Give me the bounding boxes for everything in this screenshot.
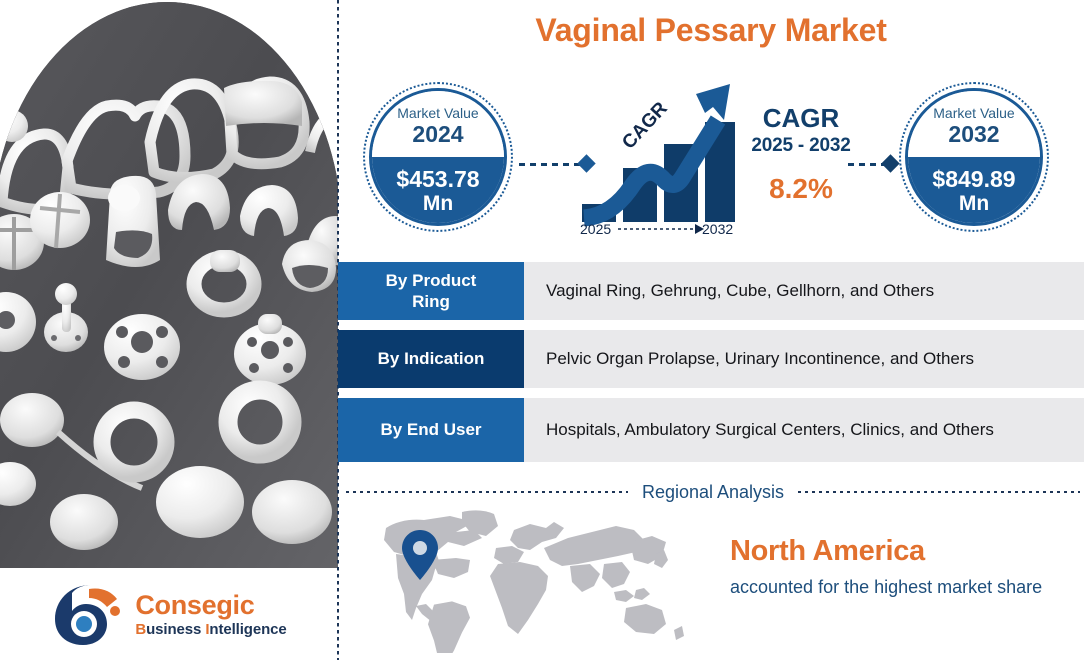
product-photo-panel [0,0,338,568]
regional-highlight-text: North America accounted for the highest … [730,535,1070,599]
segment-value-product: Vaginal Ring, Gehrung, Cube, Gellhorn, a… [524,262,1084,320]
segment-value-end-user: Hospitals, Ambulatory Surgical Centers, … [524,398,1084,462]
world-map-continents [384,510,684,653]
divider-line-right [798,491,1080,493]
market-value-unit-start: Mn [422,192,454,216]
market-value-amount-start: $453.78 [396,165,480,192]
cagr-arrow-label: CAGR [618,98,672,153]
cagr-heading: CAGR [762,103,840,133]
segment-label-product: By Product Ring [338,262,524,320]
divider-line-left [346,491,628,493]
page-title: Vaginal Pessary Market [535,12,887,48]
market-value-2024-circle: Market Value 2024 $453.78 Mn [363,82,513,232]
chart-end-year: 2032 [702,221,733,236]
company-logo: Consegic Business Intelligence [0,568,338,660]
table-row: By End User Hospitals, Ambulatory Surgic… [338,398,1084,462]
connector-diamond-right [881,154,900,173]
market-value-year-end: 2032 [948,121,1000,148]
consegic-logo-icon [51,579,125,649]
chart-start-year: 2025 [580,221,611,236]
region-description: accounted for the highest market share [730,576,1043,597]
market-value-year-start: 2024 [412,121,464,148]
connector-line-left [519,163,587,166]
regional-analysis-divider: Regional Analysis [346,482,1080,502]
segment-label-indication: By Indication [338,330,524,388]
table-row: By Indication Pelvic Organ Prolapse, Uri… [338,330,1084,388]
market-value-unit-end: Mn [958,192,990,216]
regional-analysis-title: Regional Analysis [641,481,785,502]
segments-table: By Product Ring Vaginal Ring, Gehrung, Cu… [338,262,1084,472]
cagr-range: 2025 - 2032 [751,134,851,156]
logo-company-name: Consegic [135,589,255,620]
cagr-growth-chart-icon: CAGR 2025 2032 [578,78,746,236]
pessary-photo-image [0,2,338,568]
world-map [378,508,690,653]
logo-tagline: Business Intelligence [135,620,287,638]
region-name: North America [730,535,925,567]
cagr-text-block: CAGR 2025 - 2032 8.2% [726,104,876,205]
market-value-amount-end: $849.89 [932,165,1016,192]
market-value-label-end: Market Value [933,105,1015,122]
cagr-percentage: 8.2% [769,172,833,204]
segment-label-end-user: By End User [338,398,524,462]
segment-value-indication: Pelvic Organ Prolapse, Urinary Incontine… [524,330,1084,388]
connector-line-right [848,163,892,166]
map-pin-icon [402,530,438,580]
market-value-2032-circle: Market Value 2032 $849.89 Mn [899,82,1049,232]
market-value-label-start: Market Value [397,105,479,122]
table-row: By Product Ring Vaginal Ring, Gehrung, Cu… [338,262,1084,320]
